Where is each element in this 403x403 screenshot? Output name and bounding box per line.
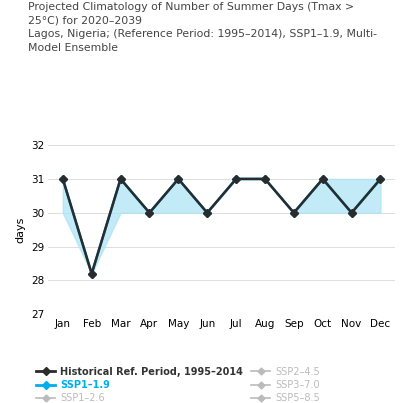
Y-axis label: days: days	[15, 216, 25, 243]
Text: Projected Climatology of Number of Summer Days (Tmax >
25°C) for 2020–2039
Lagos: Projected Climatology of Number of Summe…	[28, 2, 377, 53]
Legend: Historical Ref. Period, 1995–2014, SSP1–1.9, SSP1–2.6, SSP2–4.5, SSP3–7.0, SSP5–: Historical Ref. Period, 1995–2014, SSP1–…	[36, 367, 320, 403]
